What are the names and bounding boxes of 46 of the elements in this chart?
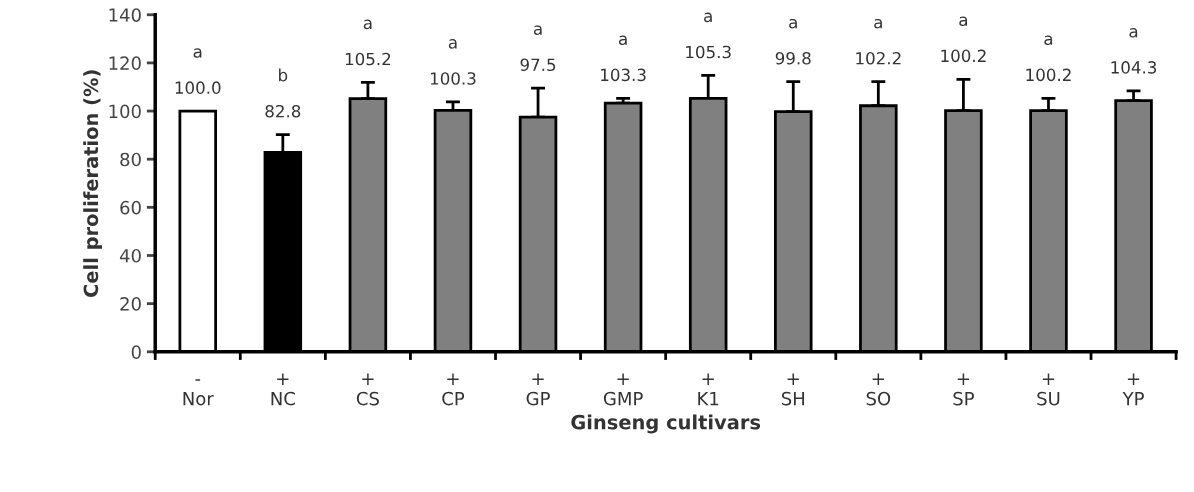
annotation: a [1129, 28, 1138, 38]
data-label: 100.3 [430, 72, 476, 85]
x-tick-label: - Nor [183, 379, 214, 406]
annotation: a [959, 16, 967, 27]
annotation: a [704, 12, 712, 23]
y-tick-label: 0 [131, 345, 141, 359]
x-tick-label: + SU [1037, 373, 1060, 406]
annotation: a [789, 18, 797, 29]
annotation: a [874, 18, 882, 29]
annotation: a [448, 39, 457, 49]
x-tick-label: + SP [953, 373, 974, 406]
annotation: a [363, 19, 372, 30]
annotation: a [533, 25, 542, 35]
x-tick-label: + GMP [603, 373, 643, 406]
x-axis-title: Ginseng cultivars [571, 414, 761, 434]
x-tick-label: + CS [356, 373, 379, 406]
x-tick-label: + SH [781, 373, 805, 406]
annotation: b [279, 68, 288, 82]
annotation: a [193, 48, 202, 58]
data-label: 82.8 [265, 104, 301, 118]
y-tick-label: 20 [120, 297, 141, 311]
data-label: 105.2 [345, 52, 391, 66]
data-label: 100.2 [1026, 68, 1071, 82]
data-label: 103.3 [601, 68, 646, 82]
y-tick-label: 120 [109, 56, 141, 71]
y-tick-label: 100 [109, 104, 141, 119]
data-label: 100.2 [941, 49, 986, 63]
y-tick-label: 40 [119, 248, 141, 263]
data-label: 100.0 [175, 81, 221, 94]
y-tick-label: 80 [120, 152, 141, 167]
x-tick-label: + CP [442, 373, 465, 406]
data-label: 104.3 [1111, 61, 1157, 74]
data-label: 97.5 [520, 58, 556, 72]
data-label: 99.8 [775, 51, 811, 65]
x-tick-label: + GP [526, 373, 550, 406]
annotation: a [1044, 35, 1053, 46]
x-tick-label: + SO [866, 373, 891, 406]
annotation: a [619, 35, 627, 46]
y-axis-title: Cell proliferation (%) [83, 70, 103, 297]
y-tick-label: 140 [109, 8, 141, 22]
data-label: 105.3 [686, 45, 731, 59]
data-label: 102.2 [856, 51, 901, 65]
x-tick-label: + NC [271, 373, 295, 406]
y-tick-label: 60 [120, 200, 141, 215]
x-tick-label: + K1 [698, 373, 719, 406]
x-tick-label: + YP [1122, 373, 1144, 406]
